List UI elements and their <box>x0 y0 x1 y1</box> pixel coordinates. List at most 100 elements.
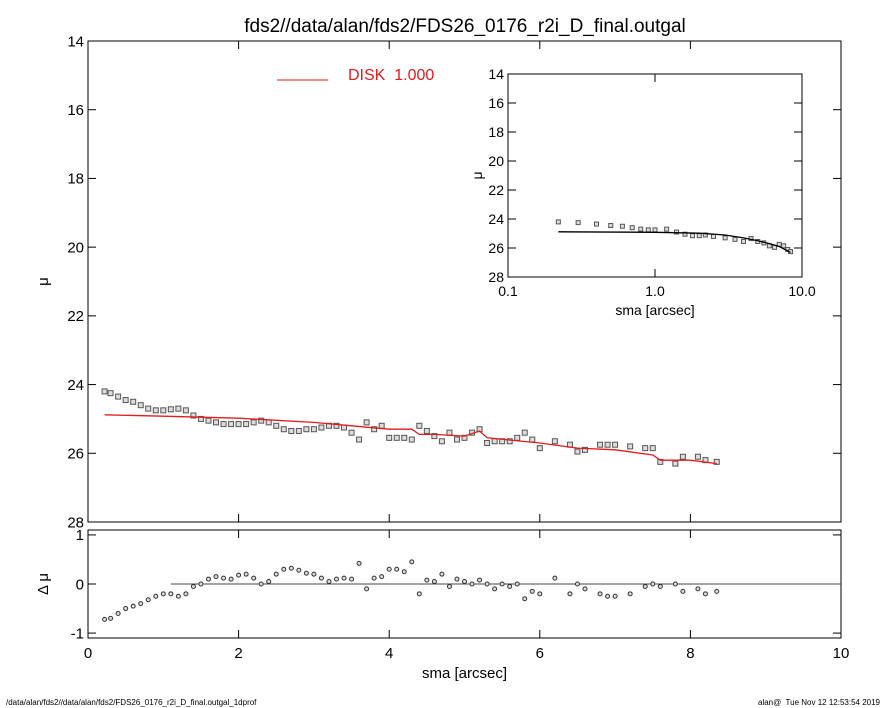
data-point <box>175 405 182 412</box>
residual-point <box>680 588 686 594</box>
residual-point <box>537 591 543 597</box>
data-point <box>107 390 114 397</box>
residual-point <box>296 567 302 573</box>
data-point <box>649 445 656 452</box>
residual-point <box>243 571 249 577</box>
data-point <box>393 434 400 441</box>
residual-point <box>567 591 573 597</box>
residual-point <box>672 581 678 587</box>
x-tick-label: 0.1 <box>498 283 518 299</box>
residual-point <box>115 610 121 616</box>
y-tick-label: 1 <box>76 527 84 544</box>
data-point <box>638 226 644 232</box>
data-point <box>295 427 302 434</box>
residual-point <box>627 591 633 597</box>
y-tick-label: 22 <box>67 308 84 325</box>
residual-point <box>183 591 189 597</box>
residual-point <box>168 591 174 597</box>
x-tick-label: 10 <box>833 645 850 662</box>
y-tick-label: 28 <box>488 269 504 285</box>
data-point <box>514 434 521 441</box>
residual-point <box>431 579 437 585</box>
residual-point <box>650 581 656 587</box>
residual-point <box>529 588 535 594</box>
y-tick-label: 22 <box>488 182 504 198</box>
data-point <box>235 421 242 428</box>
data-point <box>190 412 197 419</box>
data-point <box>682 231 688 237</box>
residual-point <box>160 591 166 597</box>
data-point <box>213 419 220 426</box>
data-point <box>273 422 280 429</box>
residual-point <box>371 575 377 581</box>
residual-point <box>288 565 294 571</box>
x-tick-label: 6 <box>536 645 544 662</box>
y-tick-label: 20 <box>488 153 504 169</box>
residual-point <box>714 588 720 594</box>
data-point <box>378 422 385 429</box>
residual-point <box>462 579 467 585</box>
data-point <box>594 221 600 227</box>
residual-point <box>416 591 422 597</box>
plot-frame <box>87 40 842 523</box>
data-point <box>250 419 257 426</box>
data-point <box>491 438 498 445</box>
footer-left: /data/alan/fds2//data/alan/fds2/FDS26_01… <box>6 698 257 707</box>
residual-point <box>145 597 151 603</box>
residual-point <box>469 581 475 587</box>
data-point <box>333 422 340 429</box>
data-point <box>673 229 679 235</box>
data-point <box>672 460 679 467</box>
residual-point <box>281 566 287 572</box>
residual-point <box>213 574 219 580</box>
residual-point <box>642 583 648 589</box>
residual-point <box>657 583 663 589</box>
data-point <box>115 393 122 400</box>
data-point <box>310 426 317 433</box>
data-point <box>619 223 625 229</box>
data-point <box>446 429 453 436</box>
residual-point <box>492 586 498 592</box>
residual-point <box>190 583 196 589</box>
y-tick-label: 26 <box>67 446 84 463</box>
residual-point <box>311 571 317 577</box>
footer-right: alan@ Tue Nov 12 12:53:54 2019 <box>758 698 881 707</box>
residual-point <box>303 570 309 576</box>
data-point <box>529 436 536 443</box>
residual-point <box>318 575 324 581</box>
y-tick-label: 18 <box>488 124 504 140</box>
residual-point <box>108 615 114 621</box>
data-point <box>182 407 189 414</box>
data-point <box>642 445 649 452</box>
residual-point <box>341 575 347 581</box>
data-point <box>461 434 468 441</box>
data-point <box>220 421 227 428</box>
data-point <box>356 436 363 443</box>
data-point <box>690 233 696 239</box>
x-tick-label: 4 <box>385 645 393 662</box>
data-point <box>101 388 108 395</box>
data-point <box>555 219 561 225</box>
data-point <box>408 436 415 443</box>
data-point <box>152 407 159 414</box>
residual-point <box>138 601 144 607</box>
residual-point <box>258 581 264 587</box>
data-point <box>431 433 438 440</box>
residual-point <box>349 576 355 582</box>
data-point <box>348 429 355 436</box>
x-tick-label: 8 <box>686 645 694 662</box>
residual-point <box>273 571 279 577</box>
residual-point <box>484 581 490 587</box>
y-tick-label: 18 <box>67 171 84 188</box>
residual-point <box>333 576 339 582</box>
residual-point <box>702 591 708 597</box>
data-point <box>318 424 325 431</box>
residual-point <box>153 593 159 599</box>
residual-point <box>364 586 370 592</box>
residual-point <box>514 581 520 587</box>
residual-point <box>695 586 701 592</box>
model-line <box>104 414 717 465</box>
data-point <box>205 417 212 424</box>
data-point <box>137 402 144 409</box>
